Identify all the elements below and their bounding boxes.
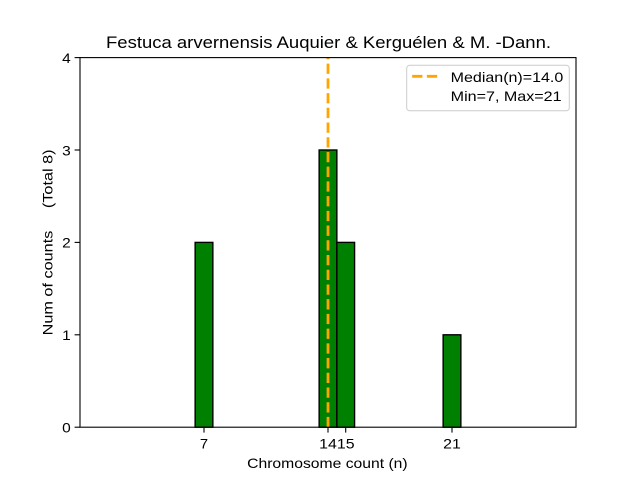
svg-text:4: 4 [62,50,71,66]
svg-text:Festuca arvernensis Auquier &: Festuca arvernensis Auquier & Kerguélen … [106,33,551,52]
svg-text:1: 1 [62,327,71,343]
svg-text:14: 14 [319,435,337,451]
svg-text:7: 7 [200,435,208,451]
svg-text:Chromosome count (n): Chromosome count (n) [247,455,408,471]
svg-text:15: 15 [337,435,355,451]
svg-text:3: 3 [62,142,71,158]
svg-text:2: 2 [62,235,71,251]
svg-text:0: 0 [62,420,71,436]
svg-text:Median(n)=14.0: Median(n)=14.0 [451,69,564,85]
svg-text:Num of counts (Total 8): Num of counts (Total 8) [39,149,55,335]
svg-text:21: 21 [443,435,461,451]
svg-text:Min=7, Max=21: Min=7, Max=21 [451,88,562,104]
